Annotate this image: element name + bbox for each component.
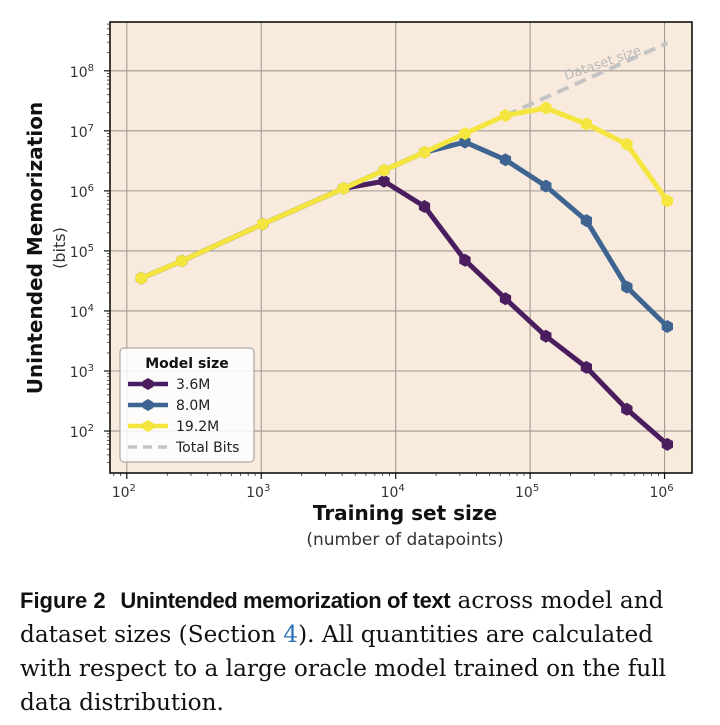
data-point-3-6m	[580, 360, 592, 374]
data-point-3-6m	[378, 174, 390, 188]
tick-labels: 102 103 104 105 106 102 103 104 105 106 107 108	[70, 23, 674, 501]
series-line-19-2m	[138, 105, 670, 281]
x-axis-subtitle: (number of datapoints)	[306, 530, 503, 550]
data-point-8-0m	[580, 214, 592, 228]
series-total-bits	[504, 41, 669, 118]
legend-box	[119, 347, 255, 463]
caption-figure-label: Figure 2	[20, 588, 106, 613]
section-reference-link[interactable]: 4	[283, 621, 299, 648]
plot-frame	[109, 21, 693, 474]
legend-marker-3-6m	[142, 378, 154, 390]
legend-marker-8-0m	[142, 399, 154, 411]
data-point-3-6m	[621, 402, 633, 416]
legend-title: Model size	[145, 356, 229, 372]
y-tick-label: 105	[70, 243, 94, 261]
data-point-3-6m	[459, 253, 471, 267]
caption-figure-title: Unintended memorization of text	[120, 588, 451, 613]
figure-caption: Figure 2 Unintended memorization of text…	[20, 584, 708, 720]
x-axis-title: Training set size	[313, 501, 497, 525]
caption-text-after-ref: ). All quantities are calculated with re…	[20, 621, 667, 716]
series-lines	[135, 41, 673, 451]
caption-text-before-ref: across model and dataset sizes (Section	[20, 587, 664, 648]
y-axis-subtitle: (bits)	[50, 227, 69, 269]
y-tick-label: 102	[70, 423, 94, 441]
x-tick-label: 106	[649, 483, 673, 501]
data-point-19-2m	[621, 137, 633, 151]
legend-item-3-6m: 3.6M	[128, 377, 210, 393]
x-tick-label: 104	[381, 483, 405, 501]
data-point-3-6m	[418, 200, 431, 213]
data-point-19-2m	[540, 101, 552, 115]
data-point-19-2m	[135, 271, 147, 285]
data-point-19-2m	[378, 163, 390, 177]
data-point-8-0m	[459, 135, 471, 149]
legend-item-19-2m: 19.2M	[128, 419, 219, 435]
legend-item-total-bits: Total Bits	[128, 440, 239, 456]
data-point-19-2m	[661, 194, 673, 208]
y-tick-label: 106	[70, 183, 94, 201]
data-point-19-2m	[257, 217, 269, 231]
series-line-total-bits	[504, 41, 669, 118]
series-19-2m	[135, 101, 673, 285]
data-point-19-2m	[459, 127, 471, 141]
y-axis-title: Unintended Memorization	[23, 102, 47, 394]
legend-marker-19-2m	[142, 420, 154, 432]
data-point-19-2m	[176, 254, 188, 268]
y-tick-label: 107	[70, 123, 94, 141]
data-point-3-6m	[661, 437, 673, 451]
x-tick-label: 102	[112, 483, 136, 501]
legend-items: 3.6M 8.0M 19.2M Total Bits	[128, 377, 239, 456]
data-point-3-6m	[499, 292, 512, 306]
data-point-8-0m	[540, 179, 552, 193]
y-tick-label: 104	[70, 303, 94, 321]
chart-area: 102 103 104 105 106 102 103 104 105 106 107 108 Dat…	[23, 21, 693, 550]
y-tick-label: 108	[70, 63, 94, 81]
data-point-19-2m	[418, 145, 431, 159]
legend-item-8-0m: 8.0M	[128, 398, 210, 414]
data-point-19-2m	[337, 181, 350, 195]
data-point-3-6m	[540, 329, 552, 343]
legend: Model size 3.6M 8.0M 19.2M Total Bits	[119, 347, 255, 463]
legend-label-total-bits: Total Bits	[175, 440, 239, 456]
y-tick-label: 103	[70, 363, 94, 381]
legend-label-19-2m: 19.2M	[176, 419, 219, 435]
data-point-8-0m	[499, 153, 512, 167]
x-tick-label: 105	[515, 483, 539, 501]
data-point-19-2m	[580, 117, 592, 131]
data-point-19-2m	[499, 109, 512, 122]
data-point-8-0m	[621, 280, 633, 294]
data-point-8-0m	[661, 320, 673, 333]
legend-label-3-6m: 3.6M	[176, 377, 210, 393]
legend-label-8-0m: 8.0M	[176, 398, 210, 414]
x-tick-label: 103	[246, 483, 270, 501]
